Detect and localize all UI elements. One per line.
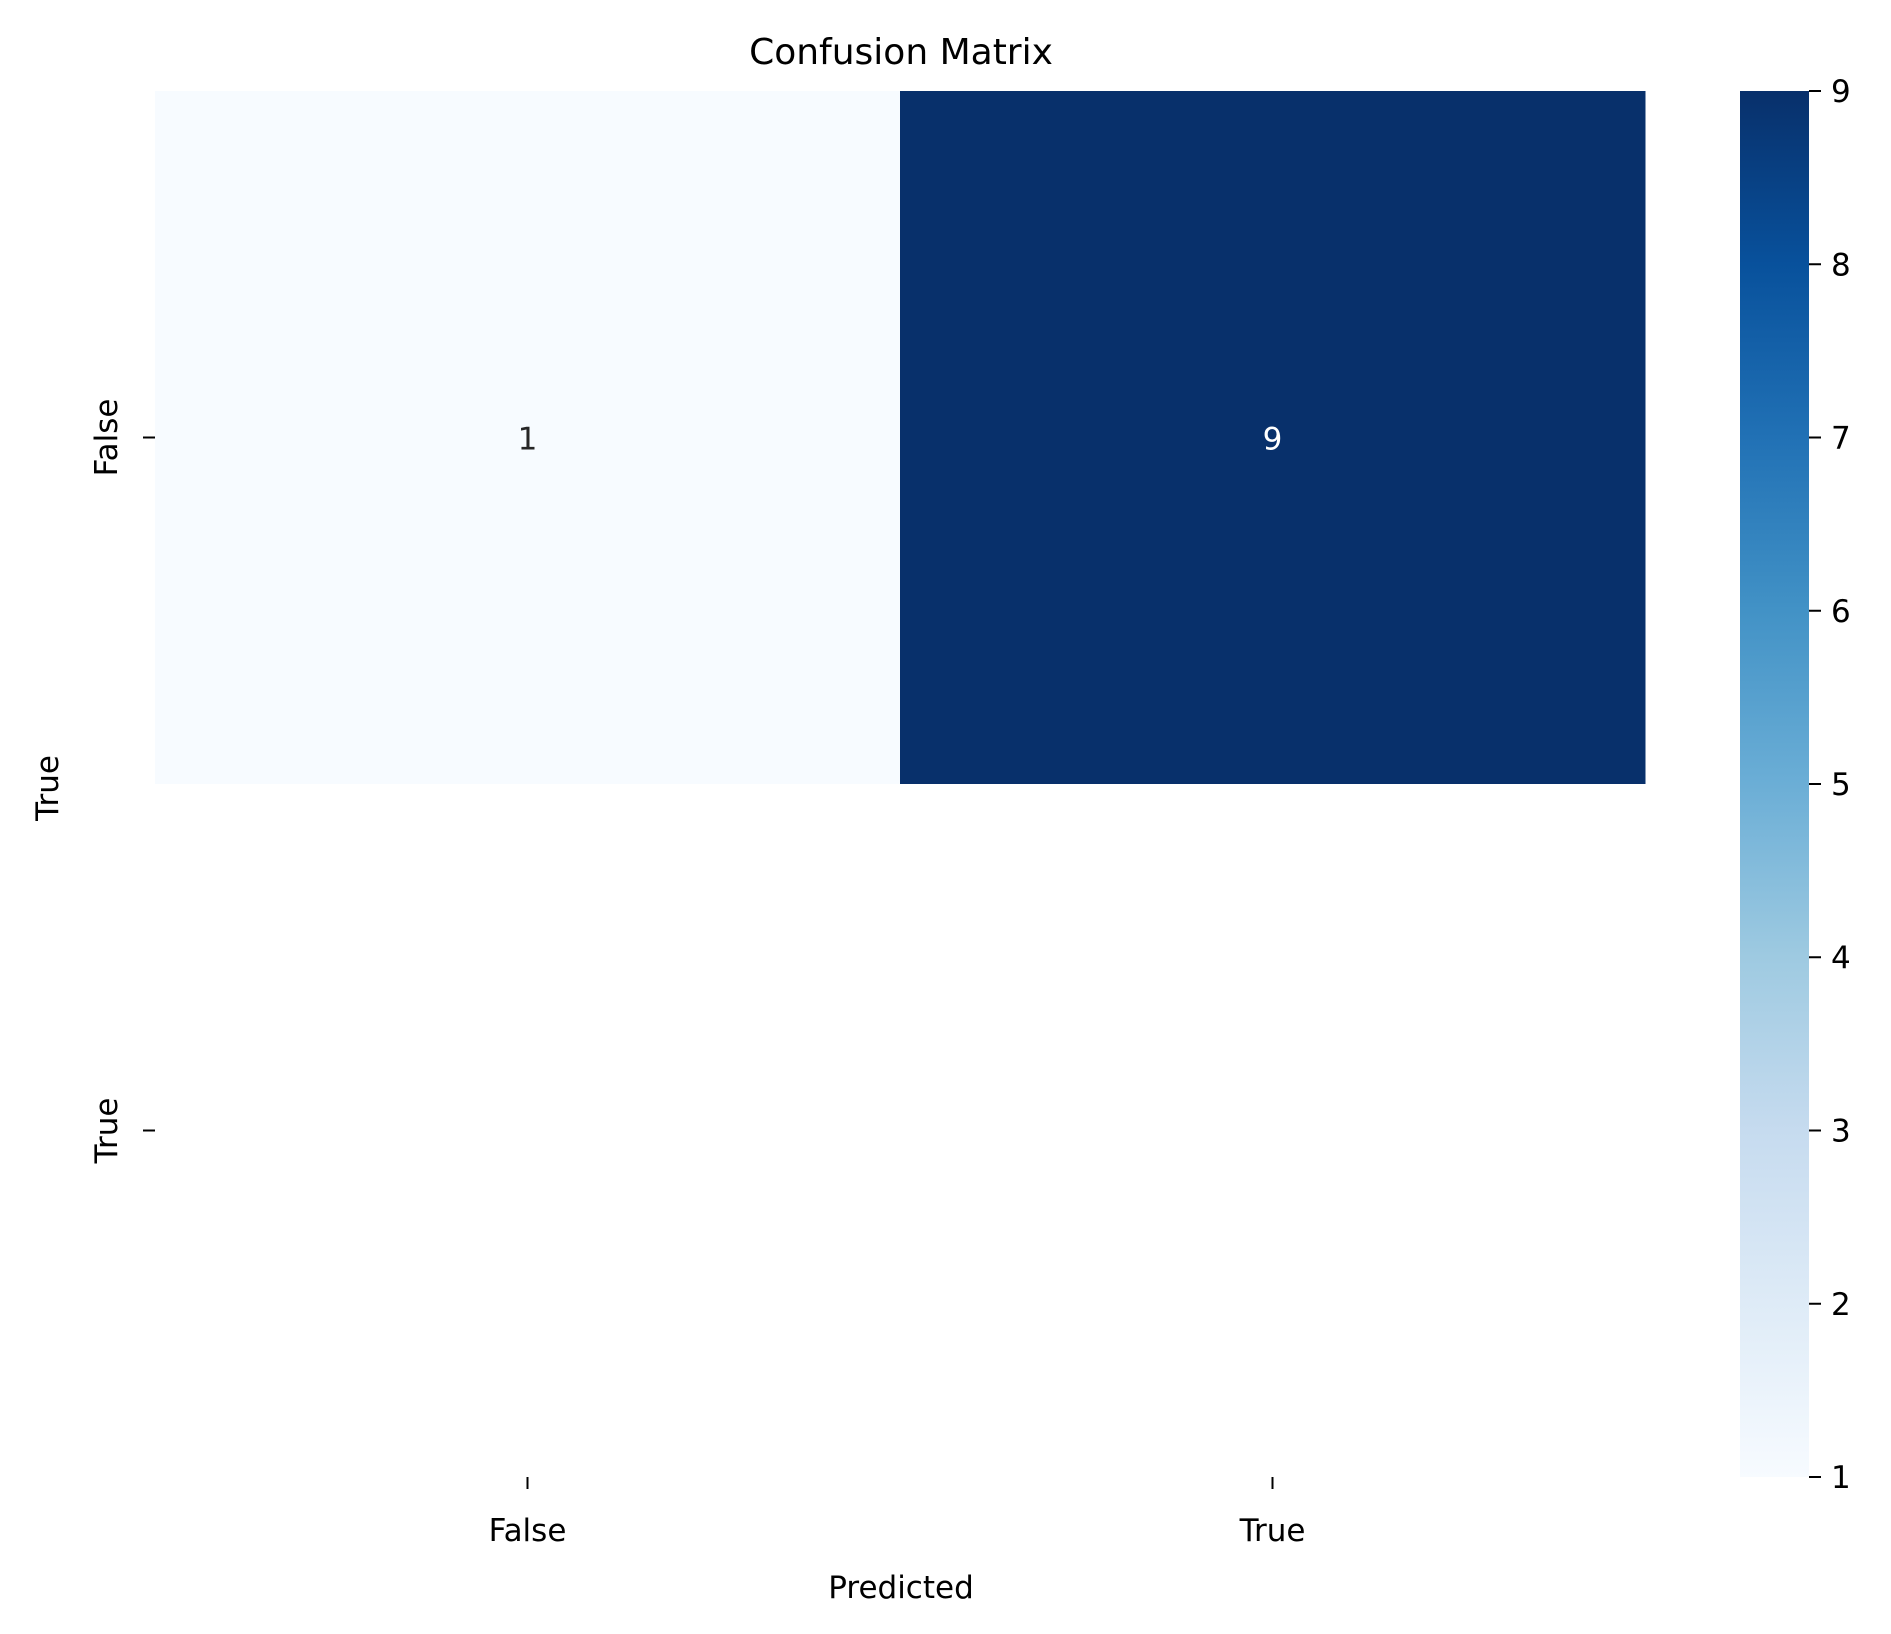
colorbar-tick-label: 1: [1831, 1460, 1851, 1496]
heatmap-cell-r0-c0: [155, 91, 901, 785]
colorbar-tick-label: 2: [1831, 1287, 1851, 1323]
heatmap-cells: [155, 91, 1646, 1478]
colorbar-tick-label: 3: [1831, 1114, 1851, 1150]
x-axis-ticks: False True: [489, 1477, 1306, 1549]
colorbar: [1740, 91, 1809, 1477]
colorbar-tick-label: 5: [1831, 767, 1851, 803]
x-axis-label: Predicted: [828, 1570, 974, 1606]
colorbar-tick-label: 7: [1831, 421, 1851, 457]
y-axis-ticks: False True: [89, 399, 155, 1165]
heatmap-cell-r0-c1: [900, 91, 1646, 785]
y-tick-label: True: [89, 1098, 125, 1165]
x-tick-label: True: [1239, 1513, 1306, 1549]
heatmap-cell-r1-c1: [900, 784, 1646, 1478]
x-tick-label: False: [489, 1513, 567, 1549]
colorbar-tick-label: 9: [1831, 74, 1851, 110]
colorbar-ticks: 1 2 3 4 5 6 7 8 9: [1809, 74, 1851, 1496]
cell-value-label-r0-c1: 9: [1263, 422, 1283, 458]
heatmap-cell-r1-c0: [155, 784, 901, 1478]
colorbar-tick-label: 4: [1831, 940, 1851, 976]
colorbar-tick-label: 8: [1831, 247, 1851, 283]
colorbar-tick-label: 6: [1831, 594, 1851, 630]
y-tick-label: False: [89, 399, 125, 477]
chart-title: Confusion Matrix: [749, 32, 1053, 73]
y-axis-label: True: [30, 755, 66, 822]
cell-value-label-r0-c0: 1: [518, 422, 538, 458]
